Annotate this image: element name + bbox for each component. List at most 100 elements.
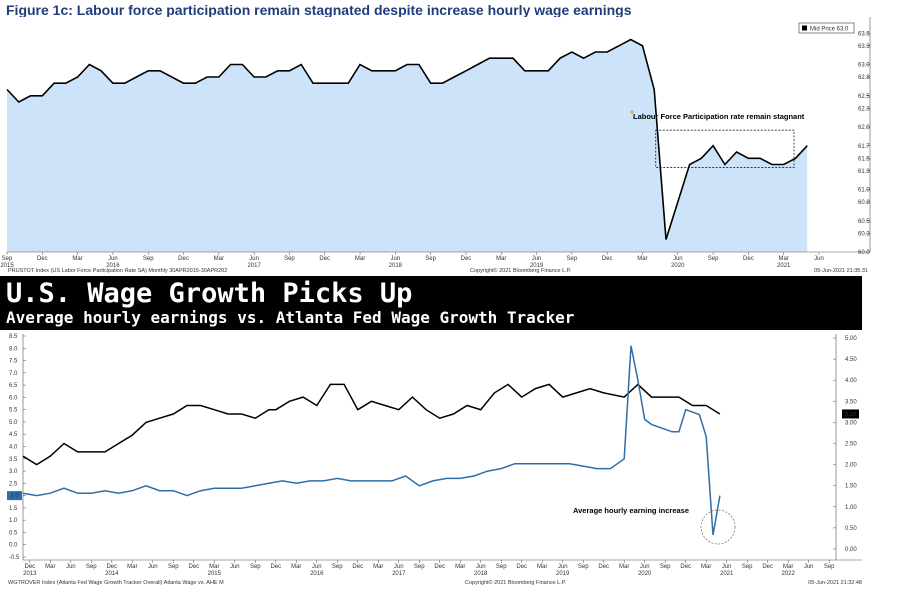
wage-x-tick-label: Sep	[250, 564, 261, 570]
wage-chart-banner: U.S. Wage Growth Picks Up Average hourly…	[0, 276, 862, 330]
participation-footer-timestamp: 05-Jun-2021 21:35:31	[814, 268, 868, 274]
wage-left-tick-label: 4.0	[9, 445, 18, 451]
wage-x-tick-label: Dec	[516, 564, 527, 570]
wage-x-year-label: 2019	[556, 571, 570, 577]
participation-footer-source: PRUSTOT Index (US Labor Force Participat…	[8, 268, 227, 274]
wage-left-tick-label: 8.0	[9, 346, 18, 352]
wage-left-tick-label: 5.5	[9, 408, 18, 414]
wage-x-tick-label: Sep	[824, 564, 835, 570]
participation-x-tick-label: Sep	[2, 256, 13, 262]
participation-x-year-label: 2020	[671, 263, 685, 269]
participation-y-tick-label: 60.5	[858, 219, 870, 225]
wage-right-tick-label: 3.50	[845, 399, 857, 405]
wage-left-tick-label: 7.5	[9, 359, 18, 365]
participation-x-tick-label: Sep	[143, 256, 154, 262]
participation-x-year-label: 2017	[247, 263, 261, 269]
wage-x-tick-label: Sep	[496, 564, 507, 570]
participation-y-tick-label: 63.0	[858, 63, 870, 69]
wage-x-tick-label: Sep	[332, 564, 343, 570]
wage-x-tick-label: Jun	[66, 564, 76, 570]
participation-x-year-label: 2019	[530, 263, 544, 269]
wage-x-year-label: 2021	[720, 571, 734, 577]
wage-x-year-label: 2020	[638, 571, 652, 577]
figure-title: Figure 1c: Labour force participation re…	[6, 2, 632, 18]
wage-x-tick-label: Jun	[640, 564, 650, 570]
wage-x-tick-label: Jun	[394, 564, 404, 570]
participation-x-tick-label: Sep	[284, 256, 295, 262]
ahe-line	[22, 383, 721, 466]
participation-annotation-marker	[630, 110, 634, 114]
wage-annotation-text: Average hourly earning increase	[573, 506, 689, 515]
participation-y-tick-label: 62.8	[858, 75, 870, 81]
wage-right-tick-label: 0.50	[845, 526, 857, 532]
wage-x-tick-label: Mar	[455, 564, 465, 570]
wage-chart-title: U.S. Wage Growth Picks Up	[6, 278, 413, 309]
wage-right-tick-label: 4.00	[845, 378, 857, 384]
wage-x-tick-label: Mar	[45, 564, 55, 570]
atlanta-last-value-box	[7, 491, 22, 501]
wage-left-tick-label: 7.0	[9, 371, 18, 377]
atlanta-last-value-label: 2.0	[10, 494, 19, 500]
wage-x-tick-label: Dec	[434, 564, 445, 570]
wage-x-tick-label: Mar	[783, 564, 793, 570]
wage-right-tick-label: 3.00	[845, 420, 857, 426]
wage-left-tick-label: 6.0	[9, 395, 18, 401]
participation-x-tick-label: Dec	[743, 256, 754, 262]
atlanta-fed-line	[22, 345, 721, 536]
wage-x-tick-label: Mar	[701, 564, 711, 570]
wage-x-tick-label: Dec	[270, 564, 281, 570]
wage-right-tick-label: 4.50	[845, 357, 857, 363]
wage-x-tick-label: Mar	[291, 564, 301, 570]
participation-x-year-label: 2018	[389, 263, 403, 269]
participation-y-tick-label: 63.3	[858, 44, 870, 50]
wage-left-tick-label: 3.0	[9, 469, 18, 475]
participation-x-tick-label: Jun	[673, 256, 683, 262]
wage-x-tick-label: Dec	[680, 564, 691, 570]
wage-x-tick-label: Jun	[312, 564, 322, 570]
wage-x-tick-label: Sep	[660, 564, 671, 570]
participation-x-tick-label: Mar	[779, 256, 789, 262]
wage-x-tick-label: Sep	[742, 564, 753, 570]
participation-y-tick-label: 61.5	[858, 156, 870, 162]
wage-x-tick-label: Mar	[619, 564, 629, 570]
wage-x-tick-label: Mar	[537, 564, 547, 570]
participation-y-tick-label: 60.3	[858, 231, 870, 237]
ahe-last-value-label: 3.20	[845, 412, 857, 418]
wage-x-tick-label: Jun	[558, 564, 568, 570]
participation-footer-copyright: Copyright© 2021 Bloomberg Finance L.P.	[470, 267, 572, 274]
participation-legend-box	[798, 22, 855, 34]
ahe-last-value-box	[842, 409, 859, 419]
participation-legend-label: Mid Price 63.0	[810, 27, 849, 33]
wage-x-tick-label: Jun	[148, 564, 158, 570]
participation-x-tick-label: Mar	[637, 256, 647, 262]
participation-x-tick-label: Jun	[108, 256, 118, 262]
wage-x-year-label: 2015	[208, 571, 222, 577]
wage-left-tick-label: 1.5	[9, 506, 18, 512]
participation-y-tick-label: 62.5	[858, 94, 870, 100]
participation-x-tick-label: Jun	[532, 256, 542, 262]
participation-legend-swatch	[802, 25, 807, 31]
wage-footer-source: WGTROVER Index (Atlanta Fed Wage Growth …	[8, 580, 224, 586]
participation-x-tick-label: Mar	[496, 256, 506, 262]
participation-x-tick-label: Jun	[814, 256, 824, 262]
wage-chart-subtitle: Average hourly earnings vs. Atlanta Fed …	[6, 308, 575, 327]
wage-x-tick-label: Dec	[352, 564, 363, 570]
wage-x-tick-label: Sep	[168, 564, 179, 570]
wage-x-tick-label: Dec	[598, 564, 609, 570]
participation-y-tick-label: 61.3	[858, 169, 870, 175]
wage-right-tick-label: 1.00	[845, 505, 857, 511]
wage-x-year-label: 2017	[392, 571, 406, 577]
wage-x-tick-label: Dec	[762, 564, 773, 570]
wage-x-year-label: 2022	[781, 571, 795, 577]
wage-x-year-label: 2016	[310, 571, 324, 577]
participation-annotation-box	[655, 129, 795, 168]
participation-x-tick-label: Sep	[567, 256, 578, 262]
participation-x-year-label: 2015	[0, 263, 14, 269]
wage-annotation-circle	[700, 509, 736, 545]
participation-x-tick-label: Dec	[37, 256, 48, 262]
wage-left-tick-label: 1.0	[9, 518, 18, 524]
wage-left-tick-label: 3.5	[9, 457, 18, 463]
wage-x-tick-label: Mar	[209, 564, 219, 570]
wage-x-tick-label: Dec	[24, 564, 35, 570]
participation-x-tick-label: Dec	[178, 256, 189, 262]
